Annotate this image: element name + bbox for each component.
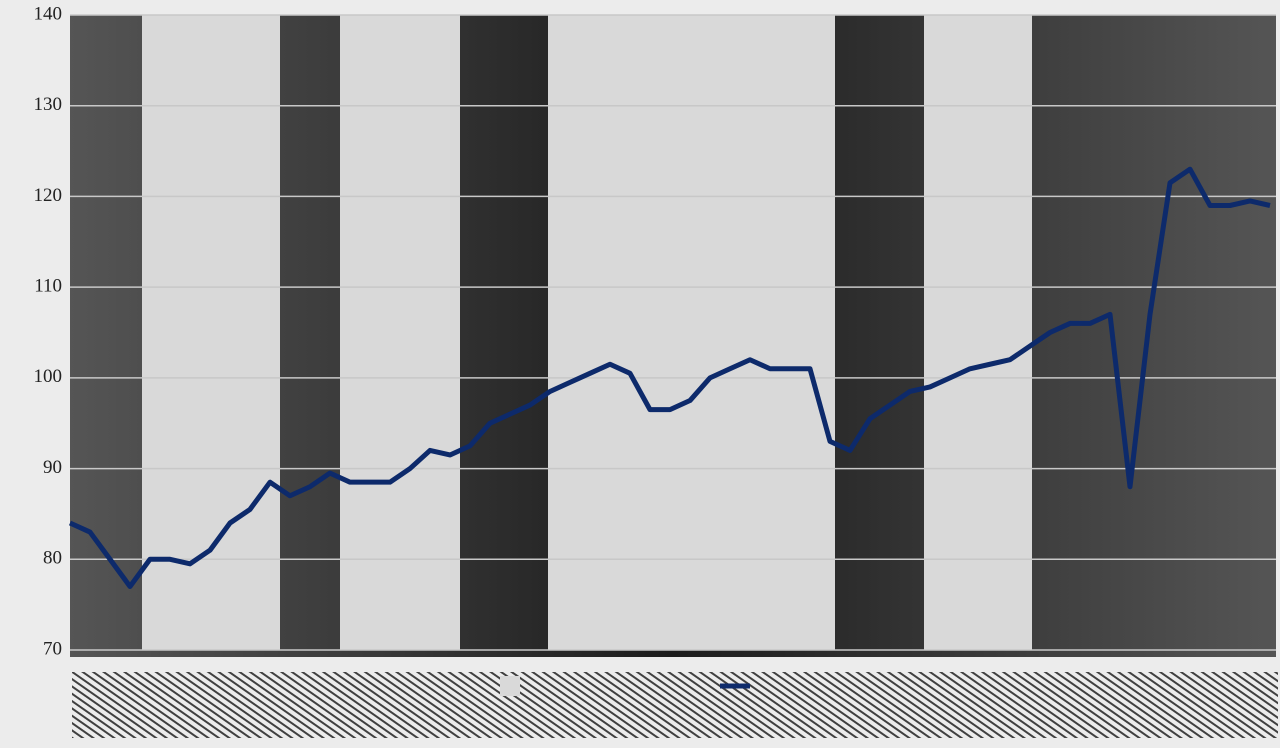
y-tick-label: 100 — [34, 366, 63, 387]
legend-marker — [500, 676, 520, 696]
shaded-band — [924, 15, 1032, 650]
shaded-band — [548, 15, 835, 650]
y-tick-label: 130 — [34, 94, 63, 115]
y-tick-label: 70 — [43, 638, 62, 659]
y-tick-label: 140 — [34, 3, 63, 24]
bands — [142, 15, 1032, 650]
shaded-band — [142, 15, 280, 650]
y-tick-label: 90 — [43, 457, 62, 478]
data-line — [68, 166, 1271, 589]
grid — [70, 14, 1276, 651]
y-tick-label: 110 — [34, 276, 62, 297]
y-tick-label: 80 — [43, 548, 62, 569]
shaded-band — [340, 15, 460, 650]
y-tick-label: 120 — [34, 185, 63, 206]
x-axis-labels-illegible — [72, 672, 1278, 738]
lines — [68, 166, 1271, 589]
